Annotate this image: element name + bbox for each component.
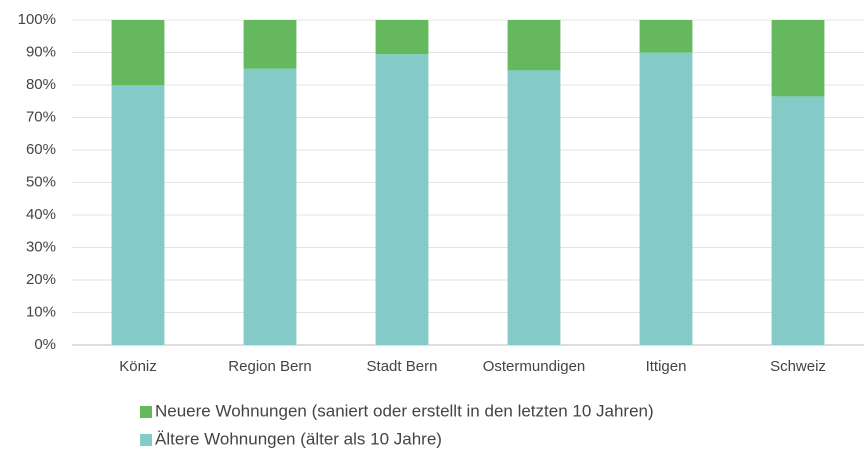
y-tick-label: 30% [26,238,56,255]
legend-label: Neuere Wohnungen (saniert oder erstellt … [155,401,654,420]
x-tick-label: Ittigen [646,358,687,375]
legend-swatch [140,406,152,418]
legend-label: Ältere Wohnungen (älter als 10 Jahre) [155,429,442,448]
y-tick-label: 90% [26,43,56,60]
y-tick-label: 50% [26,173,56,190]
bar-segment [507,20,561,71]
y-tick-label: 70% [26,108,56,125]
x-tick-label: Ostermundigen [483,358,586,375]
y-tick-label: 60% [26,141,56,158]
bar-segment [111,85,165,345]
x-tick-label: Köniz [119,358,157,375]
bar-segment [111,20,165,85]
x-tick-label: Region Bern [228,358,311,375]
y-tick-label: 80% [26,76,56,93]
bar-segment [639,20,693,53]
bar-segment [507,70,561,345]
x-tick-label: Schweiz [770,358,826,375]
legend: Ältere Wohnungen (älter als 10 Jahre) Neu… [140,401,654,448]
y-tick-label: 10% [26,303,56,320]
y-tick-label: 40% [26,206,56,223]
x-tick-label: Stadt Bern [367,358,438,375]
y-tick-label: 20% [26,271,56,288]
bar-segment [243,68,297,345]
y-tick-label: 0% [34,336,56,353]
bar-segment [639,52,693,345]
bar-segment [375,20,429,55]
bar-segment [243,20,297,69]
bar-segment [771,96,825,345]
bar-segment [375,54,429,345]
bar-segment [771,20,825,97]
legend-swatch [140,434,152,446]
y-tick-label: 100% [18,11,56,28]
